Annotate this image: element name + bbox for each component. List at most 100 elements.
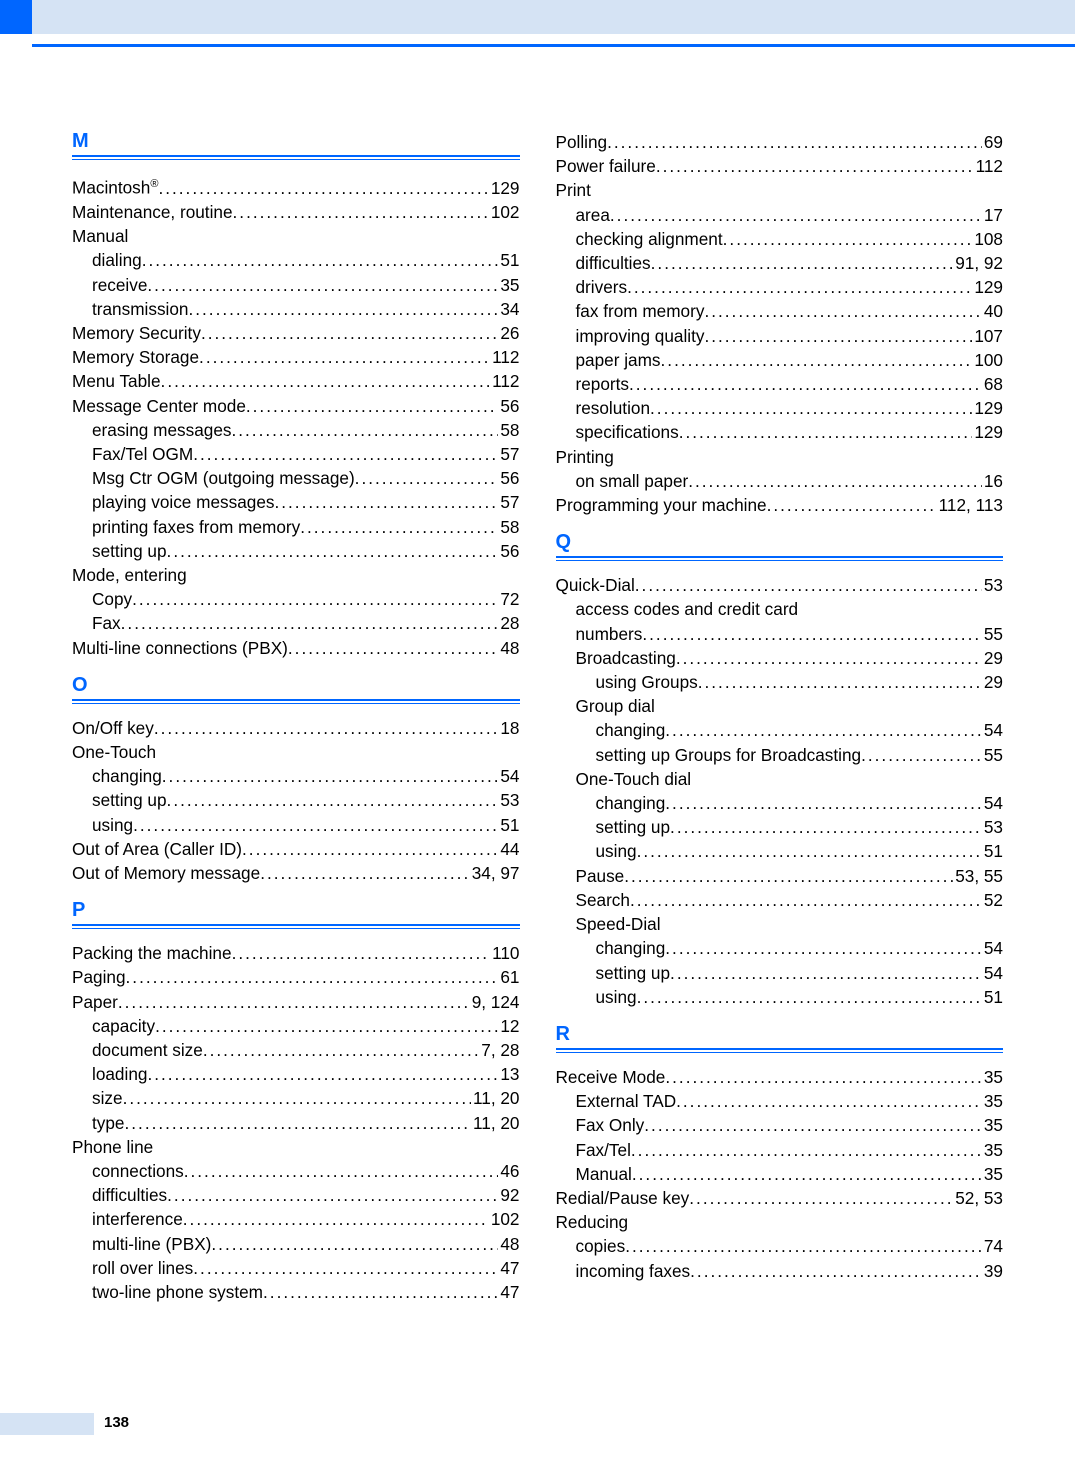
leader-dots <box>167 788 499 812</box>
header-bar <box>0 0 1075 34</box>
index-entry-label: transmission <box>92 297 188 321</box>
index-entry: Multi-line connections (PBX) 48 <box>72 636 520 660</box>
index-entry: Maintenance, routine 102 <box>72 200 520 224</box>
leader-dots <box>154 716 499 740</box>
index-entry-page: 102 <box>489 1207 520 1231</box>
index-entry: Polling 69 <box>556 130 1004 154</box>
index-entry-label: using <box>596 839 637 863</box>
section-letter: P <box>72 899 520 922</box>
index-entry: Printing <box>556 445 1004 469</box>
leader-dots <box>670 961 982 985</box>
index-entry-page: 9, 124 <box>470 990 520 1014</box>
section-letter: O <box>72 674 520 697</box>
index-entry: Search 52 <box>556 888 1004 912</box>
index-entry: Message Center mode56 <box>72 394 520 418</box>
index-entry: copies 74 <box>556 1234 1004 1258</box>
index-entry-label: Macintosh® <box>72 172 158 200</box>
section-rule-thin <box>72 928 520 929</box>
index-entry-page: 52, 53 <box>953 1186 1003 1210</box>
leader-dots <box>637 985 982 1009</box>
index-entry-label: Memory Security <box>72 321 201 345</box>
leader-dots <box>274 490 498 514</box>
index-entry-label: multi-line (PBX) <box>92 1232 211 1256</box>
index-entry: Memory Security 26 <box>72 321 520 345</box>
index-entry-page: 57 <box>498 490 519 514</box>
leader-dots <box>133 813 498 837</box>
index-entry: area 17 <box>556 203 1004 227</box>
index-entry: Phone line <box>72 1135 520 1159</box>
leader-dots <box>650 396 972 420</box>
index-entry-label: fax from memory <box>576 299 705 323</box>
index-entry: Speed-Dial <box>556 912 1004 936</box>
index-entry-page: 47 <box>498 1256 519 1280</box>
leader-dots <box>142 248 499 272</box>
index-entry: fax from memory 40 <box>556 299 1004 323</box>
leader-dots <box>676 1089 982 1113</box>
index-entry-label: Fax/Tel OGM <box>92 442 193 466</box>
index-entry-page: 29 <box>982 646 1003 670</box>
index-entry-page: 18 <box>498 716 519 740</box>
index-entry: changing 54 <box>72 764 520 788</box>
index-entry-label: type <box>92 1111 125 1135</box>
index-entry-page: 108 <box>972 227 1003 251</box>
index-entry: Paging 61 <box>72 965 520 989</box>
leader-dots <box>167 539 499 563</box>
index-entry-page: 12 <box>498 1014 519 1038</box>
leader-dots <box>630 888 982 912</box>
index-entry: Fax/Tel 35 <box>556 1138 1004 1162</box>
leader-dots <box>624 864 953 888</box>
index-entry-label: changing <box>596 718 666 742</box>
index-entry-page: 55 <box>982 743 1003 767</box>
index-entry: type 11, 20 <box>72 1111 520 1135</box>
index-entry: changing 54 <box>556 791 1004 815</box>
index-entry: setting up 54 <box>556 961 1004 985</box>
leader-dots <box>161 369 491 393</box>
index-entry: Out of Memory message 34, 97 <box>72 861 520 885</box>
index-entry-label: setting up <box>92 539 167 563</box>
index-entry-page: 53 <box>498 788 519 812</box>
leader-dots <box>723 227 973 251</box>
index-entry: playing voice messages 57 <box>72 490 520 514</box>
index-entry-label: capacity <box>92 1014 155 1038</box>
index-entry-label: using <box>596 985 637 1009</box>
index-entry-label: changing <box>92 764 162 788</box>
index-entry: Broadcasting 29 <box>556 646 1004 670</box>
index-entry-page: 34 <box>498 297 519 321</box>
index-entry-label: Fax/Tel <box>576 1138 631 1162</box>
leader-dots <box>656 154 974 178</box>
index-entry: numbers 55 <box>556 622 1004 646</box>
leader-dots <box>126 965 499 989</box>
leader-dots <box>158 176 488 200</box>
index-entry-label: improving quality <box>576 324 705 348</box>
index-entry: Reducing <box>556 1210 1004 1234</box>
index-entry: document size 7, 28 <box>72 1038 520 1062</box>
index-entry: Receive Mode 35 <box>556 1065 1004 1089</box>
index-entry-label: Manual <box>72 224 128 248</box>
index-entry-label: access codes and credit card <box>576 597 799 621</box>
index-entry: capacity 12 <box>72 1014 520 1038</box>
leader-dots <box>704 299 981 323</box>
index-entry: Print <box>556 178 1004 202</box>
index-entry-label: Msg Ctr OGM (outgoing message) <box>92 466 355 490</box>
index-columns: MMacintosh®129Maintenance, routine 102Ma… <box>72 130 1003 1304</box>
index-entry: Power failure 112 <box>556 154 1004 178</box>
leader-dots <box>167 1183 498 1207</box>
leader-dots <box>125 1111 471 1135</box>
index-entry-page: 26 <box>498 321 519 345</box>
index-entry-page: 13 <box>498 1062 519 1086</box>
section-letter: R <box>556 1023 1004 1046</box>
index-entry: specifications 129 <box>556 420 1004 444</box>
index-entry: connections 46 <box>72 1159 520 1183</box>
page-number: 138 <box>104 1414 129 1431</box>
header-accent-square <box>0 0 32 34</box>
index-entry-label: resolution <box>576 396 651 420</box>
index-entry-page: 51 <box>982 839 1003 863</box>
leader-dots <box>665 1065 982 1089</box>
index-entry-label: using Groups <box>596 670 698 694</box>
index-entry-page: 16 <box>982 469 1003 493</box>
index-entry-label: receive <box>92 273 147 297</box>
index-entry: External TAD 35 <box>556 1089 1004 1113</box>
index-entry-label: drivers <box>576 275 628 299</box>
index-entry-page: 56 <box>498 466 519 490</box>
index-entry-label: Broadcasting <box>576 646 676 670</box>
